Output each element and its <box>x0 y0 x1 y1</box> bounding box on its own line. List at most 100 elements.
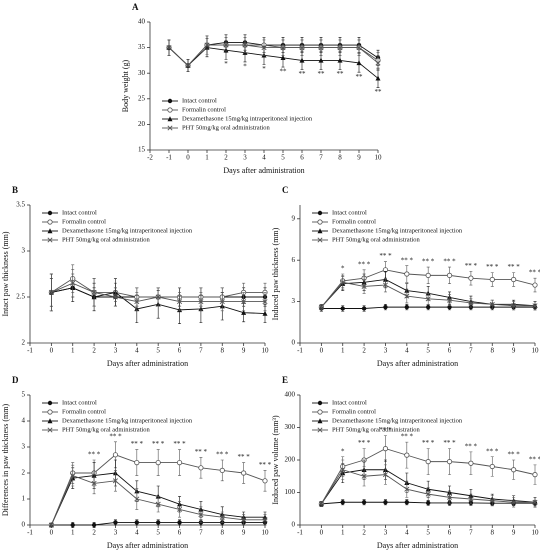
marker <box>242 42 248 48</box>
x-tick-label: -1 <box>297 529 303 537</box>
marker <box>532 282 538 288</box>
y-axis-label: Differences in paw thickness (mm) <box>1 404 10 517</box>
annotation: ** <box>280 68 288 76</box>
y-tick-label: 9 <box>292 214 296 222</box>
x-tick-label: 5 <box>281 154 285 162</box>
y-tick-label: 300 <box>285 423 296 431</box>
x-tick-label: 10 <box>375 154 383 162</box>
marker <box>47 427 53 433</box>
x-tick-label: 3 <box>114 347 118 355</box>
annotation: ** * <box>443 258 456 266</box>
marker <box>112 294 118 300</box>
legend-label: Intact control <box>332 399 367 406</box>
marker <box>155 520 161 525</box>
annotation: ** * <box>173 440 186 448</box>
panel-label: E <box>282 375 288 385</box>
marker <box>356 60 362 66</box>
x-tick-label: 9 <box>512 529 516 537</box>
marker <box>47 237 53 243</box>
marker <box>112 452 119 458</box>
marker <box>340 467 346 473</box>
x-tick-label: 7 <box>199 529 203 537</box>
x-tick-label: 1 <box>71 347 75 355</box>
y-tick-label: 3 <box>292 297 296 305</box>
marker <box>91 289 97 295</box>
marker <box>361 306 367 311</box>
annotation: ** * <box>486 263 499 271</box>
x-tick-label: 0 <box>320 529 324 537</box>
marker <box>166 45 172 51</box>
marker <box>198 465 204 471</box>
marker <box>404 486 410 492</box>
y-tick-label: 0 <box>292 339 296 347</box>
x-axis-label: Days after administration <box>223 166 304 175</box>
marker <box>446 459 453 465</box>
y-axis-label: Intact paw thickness (mm) <box>1 231 10 316</box>
marker <box>198 512 204 518</box>
marker <box>511 499 517 505</box>
marker <box>70 280 76 286</box>
marker <box>91 480 97 486</box>
marker <box>511 467 517 473</box>
marker <box>317 400 323 406</box>
y-tick-label: 3.5 <box>16 201 25 209</box>
marker <box>532 303 538 309</box>
annotation: ** * <box>109 432 122 440</box>
annotation: ** * <box>216 451 229 459</box>
y-tick-label: 4 <box>22 417 26 425</box>
marker <box>219 299 225 305</box>
y-tick-label: 0 <box>292 521 296 529</box>
marker <box>241 299 247 305</box>
marker <box>47 409 53 415</box>
legend-label: Formalin control <box>182 106 226 113</box>
y-tick-label: 5 <box>22 391 26 399</box>
y-tick-label: 200 <box>285 456 296 464</box>
x-tick-label: 0 <box>50 347 54 355</box>
legend-label: Formalin control <box>62 218 106 225</box>
x-tick-label: 7 <box>469 529 473 537</box>
x-tick-label: 6 <box>448 529 452 537</box>
marker <box>47 219 53 225</box>
annotation: ** <box>375 88 383 96</box>
marker <box>425 272 431 278</box>
marker <box>447 297 453 303</box>
panel-label: C <box>282 185 289 195</box>
marker <box>318 57 324 63</box>
marker <box>489 498 495 504</box>
x-axis-label: Days after administration <box>377 541 458 550</box>
x-axis-label: Days after administration <box>107 541 188 550</box>
marker <box>155 294 161 300</box>
marker <box>299 57 305 63</box>
annotation: * <box>224 60 228 68</box>
y-tick-label: 2 <box>22 469 26 477</box>
marker <box>447 494 453 500</box>
chart-panel: A 15 20 25 30 35 40 -2 -1 0 1 2 3 4 5 6 7 8 9 10 Days after … <box>121 2 382 175</box>
series-line <box>168 44 379 67</box>
marker <box>382 472 388 478</box>
marker <box>340 500 345 505</box>
y-tick-label: 2 <box>22 339 26 347</box>
marker <box>511 276 517 283</box>
y-tick-label: 2.5 <box>16 293 25 301</box>
x-tick-label: 4 <box>135 529 139 537</box>
x-tick-label: 8 <box>491 529 495 537</box>
marker <box>91 522 97 528</box>
marker <box>47 210 53 216</box>
marker <box>155 459 161 466</box>
y-axis-label: Induced paw thickness (mm) <box>271 227 280 320</box>
x-tick-label: -1 <box>27 529 33 537</box>
marker <box>134 299 140 305</box>
legend-label: PHT 50mg/kg oral administration <box>62 426 151 433</box>
annotation: ** * <box>529 455 540 463</box>
annotation: * <box>341 447 345 455</box>
marker <box>382 446 389 452</box>
marker <box>280 45 286 51</box>
marker <box>262 310 268 316</box>
legend-label: PHT 50mg/kg oral administration <box>332 236 421 243</box>
legend-label: Dexamethasone 15mg/kg intraperitoneal in… <box>332 417 463 424</box>
marker <box>317 427 323 433</box>
marker <box>204 42 210 48</box>
y-tick-label: 400 <box>285 391 296 399</box>
legend-label: Intact control <box>62 399 97 406</box>
